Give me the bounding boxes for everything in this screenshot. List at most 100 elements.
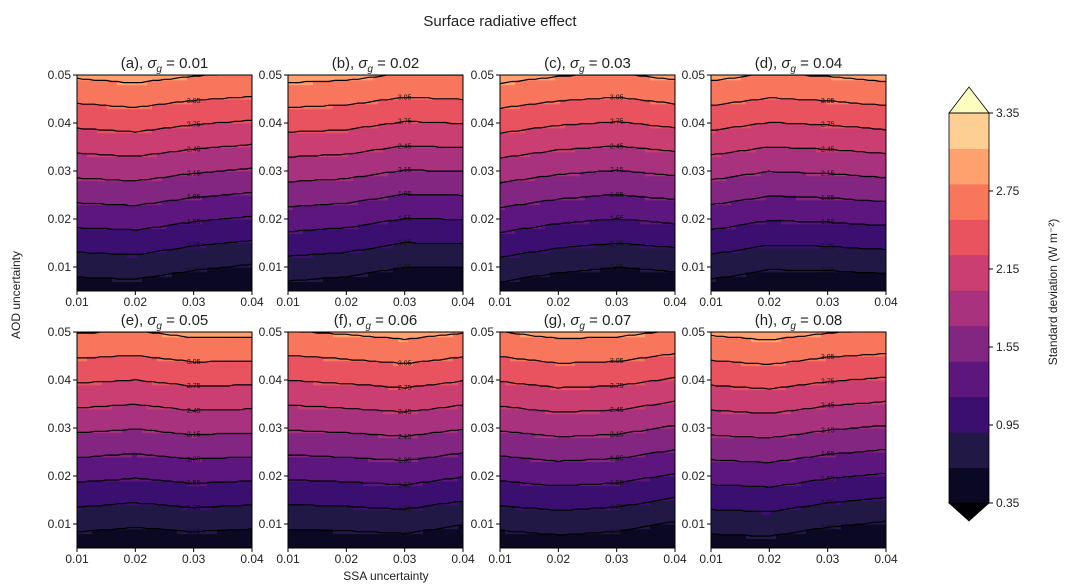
contour-cell xyxy=(348,214,354,220)
contour-cell xyxy=(152,257,158,263)
contour-cell xyxy=(388,257,394,263)
contour-cell xyxy=(102,262,108,268)
contour-cell xyxy=(142,161,148,167)
contour-cell xyxy=(122,118,128,124)
contour-cell xyxy=(232,123,238,129)
contour-cell xyxy=(711,142,717,148)
contour-cell xyxy=(77,142,83,148)
contour-cell xyxy=(650,271,656,278)
contour-cell xyxy=(167,156,173,162)
contour-cell xyxy=(87,267,93,273)
contour-cell xyxy=(530,94,536,100)
contour-cell xyxy=(423,209,429,215)
contour-cell xyxy=(333,257,339,263)
contour-cell xyxy=(403,219,409,225)
contour-cell xyxy=(368,286,374,291)
contour-cell xyxy=(620,103,626,110)
contour-cell xyxy=(605,219,611,225)
contour-cell xyxy=(510,75,516,81)
contour-cell xyxy=(157,84,163,90)
contour-cell xyxy=(403,99,409,105)
contour-cell xyxy=(398,262,404,268)
contour-cell xyxy=(660,286,666,291)
contour-cell xyxy=(247,108,252,114)
contour-cell xyxy=(448,156,454,162)
contour-cell xyxy=(338,262,344,268)
contour-cell xyxy=(525,219,531,225)
contour-cell xyxy=(645,118,651,124)
contour-cell xyxy=(162,127,168,134)
contour-cell xyxy=(132,195,138,201)
contour-cell xyxy=(363,161,369,167)
contour-cell xyxy=(585,204,591,210)
contour-cell xyxy=(443,219,449,225)
contour-cell xyxy=(560,142,566,148)
contour-cell xyxy=(640,214,646,220)
contour-cell xyxy=(640,79,646,86)
contour-cell xyxy=(525,180,531,186)
contour-cell xyxy=(293,161,299,167)
contour-cell xyxy=(202,94,208,100)
contour-cell xyxy=(177,147,183,153)
contour-cell xyxy=(645,94,651,100)
contour-cell xyxy=(328,175,334,182)
contour-cell xyxy=(650,286,656,291)
contour-cell xyxy=(217,233,223,239)
contour-cell xyxy=(167,190,173,196)
contour-cell xyxy=(142,89,148,95)
contour-cell xyxy=(87,190,93,196)
contour-cell xyxy=(102,94,108,100)
contour-cell xyxy=(348,75,354,81)
y-tick-label: 0.01 xyxy=(259,260,283,274)
contour-cell xyxy=(433,219,439,225)
y-tick-label: 0.05 xyxy=(471,68,495,82)
contour-cell xyxy=(87,113,93,119)
contour-label: 2.15 xyxy=(398,167,412,174)
contour-cell xyxy=(82,233,88,239)
contour-cell xyxy=(338,190,344,196)
y-tick-label: 0.04 xyxy=(48,116,72,130)
contour-cell xyxy=(615,132,621,138)
contour-cell xyxy=(383,214,389,220)
contour-cell xyxy=(167,252,173,258)
contour-cell xyxy=(398,108,404,114)
contour-cell xyxy=(510,166,516,172)
contour-cell xyxy=(152,75,158,81)
contour-cell xyxy=(313,94,319,100)
contour-cell xyxy=(338,243,344,249)
contour-cell xyxy=(540,113,546,119)
contour-cell xyxy=(182,214,188,220)
contour-cell xyxy=(217,156,223,162)
contour-cell xyxy=(605,171,611,177)
contour-cell xyxy=(227,84,233,90)
contour-cell xyxy=(172,147,178,153)
contour-cell xyxy=(318,151,324,158)
contour-cell xyxy=(510,257,516,263)
contour-cell xyxy=(107,247,113,254)
contour-cell xyxy=(237,79,243,86)
panels: 0.951.251.551.852.152.452.753.05(a), σg … xyxy=(48,55,898,566)
contour-cell xyxy=(87,171,93,177)
contour-cell xyxy=(112,94,118,100)
contour-cell xyxy=(525,257,531,263)
contour-cell xyxy=(212,252,218,258)
contour-cell xyxy=(408,108,414,114)
contour-cell xyxy=(207,185,213,191)
contour-cell xyxy=(222,195,228,201)
contour-cell xyxy=(232,94,238,100)
contour-cell xyxy=(333,214,339,220)
contour-cell xyxy=(443,238,449,244)
contour-cell xyxy=(303,147,309,153)
contour-cell xyxy=(500,171,506,177)
contour-cell xyxy=(132,180,138,186)
contour-cell xyxy=(418,243,424,249)
contour-cell xyxy=(540,89,546,95)
contour-cell xyxy=(650,103,656,110)
contour-cell xyxy=(162,99,168,105)
contour-cell xyxy=(458,185,463,191)
contour-cell xyxy=(338,108,344,114)
contour-cell xyxy=(97,267,103,273)
contour-label: 1.25 xyxy=(398,239,412,246)
contour-cell xyxy=(298,276,304,282)
contour-cell xyxy=(550,243,556,249)
